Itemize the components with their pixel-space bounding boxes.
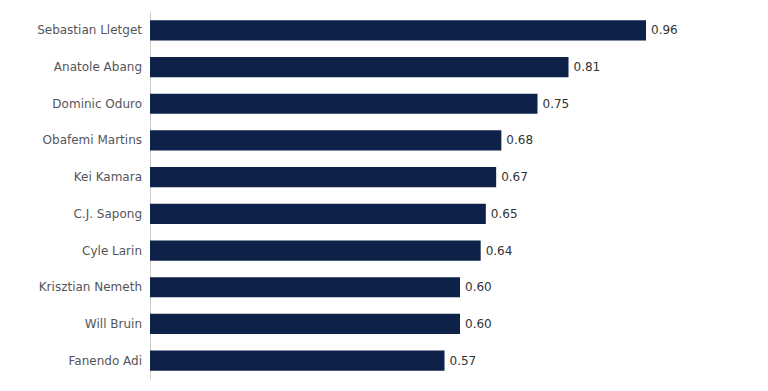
svg-text:Krisztian Nemeth: Krisztian Nemeth [39,280,142,294]
svg-text:Anatole Abang: Anatole Abang [54,60,142,74]
svg-text:Fanendo Adi: Fanendo Adi [69,354,142,368]
svg-text:0.64: 0.64 [486,244,513,258]
svg-text:0.96: 0.96 [651,23,678,37]
svg-text:Sebastian Lletget: Sebastian Lletget [37,23,142,37]
svg-text:0.75: 0.75 [543,97,570,111]
svg-text:C.J. Sapong: C.J. Sapong [73,207,142,221]
svg-text:0.81: 0.81 [574,60,601,74]
svg-text:0.68: 0.68 [506,133,533,147]
svg-text:Kei Kamara: Kei Kamara [74,170,142,184]
svg-text:0.67: 0.67 [501,170,528,184]
svg-text:Cyle Larin: Cyle Larin [82,244,142,258]
svg-text:0.57: 0.57 [450,354,477,368]
svg-text:0.60: 0.60 [465,280,492,294]
svg-text:Obafemi Martins: Obafemi Martins [43,133,142,147]
svg-text:0.60: 0.60 [465,317,492,331]
svg-text:Dominic Oduro: Dominic Oduro [52,97,142,111]
svg-text:0.65: 0.65 [491,207,518,221]
svg-text:Will Bruin: Will Bruin [85,317,142,331]
